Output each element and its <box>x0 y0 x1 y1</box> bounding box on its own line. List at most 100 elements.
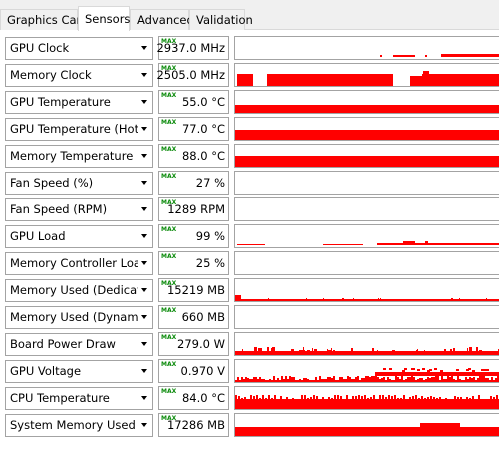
graph-bar <box>391 379 393 382</box>
sensor-select[interactable]: GPU Load <box>5 225 153 249</box>
sensor-value-box[interactable]: MAX 88.0 °C <box>158 143 229 168</box>
graph-bar <box>268 394 270 399</box>
sensor-value-box[interactable]: MAX 17286 MB <box>158 412 229 437</box>
sensor-graph-plot <box>235 295 499 302</box>
sensor-row: GPU Load MAX 99 % <box>0 223 499 249</box>
sensor-select[interactable]: Memory Temperature <box>5 144 153 168</box>
sensor-row: GPU Temperature MAX 55.0 °C <box>0 89 499 115</box>
graph-bar <box>269 378 271 382</box>
graph-bar <box>379 378 381 382</box>
sensor-value-box[interactable]: MAX 279.0 W <box>158 331 229 356</box>
graph-bar <box>394 394 396 399</box>
graph-bar <box>421 395 423 399</box>
sensor-select[interactable]: Memory Used (Dynamic) <box>5 306 153 329</box>
tab-validation[interactable]: Validation <box>189 9 253 30</box>
graph-bar <box>457 375 459 382</box>
sensor-value: 77.0 °C <box>181 121 225 136</box>
graph-bar <box>383 376 385 382</box>
graph-bar <box>359 379 361 382</box>
sensor-value: 1289 RPM <box>167 202 225 217</box>
graph-bar <box>433 376 435 382</box>
max-tag: MAX <box>161 118 177 126</box>
tab-sensors[interactable]: Sensors <box>78 6 130 31</box>
graph-bar <box>392 349 395 351</box>
sensor-row: GPU Temperature (Hot Spot) MAX 77.0 °C <box>0 116 499 142</box>
sensor-label: Memory Clock <box>10 67 92 82</box>
graph-bar <box>235 295 241 302</box>
graph-bar <box>377 349 378 351</box>
sensor-select[interactable]: System Memory Used <box>5 413 153 437</box>
sensor-value-box[interactable]: MAX 660 MB <box>158 305 229 329</box>
graph-bar <box>435 375 437 382</box>
graph-bar <box>293 376 295 382</box>
sensor-select[interactable]: Memory Controller Load <box>5 252 153 276</box>
graph-bar <box>291 376 293 382</box>
graph-bar <box>306 298 307 300</box>
sensor-value-box[interactable]: MAX 2505.0 MHz <box>156 62 229 87</box>
sensor-value-box[interactable]: MAX 1289 RPM <box>158 197 229 222</box>
chevron-down-icon <box>141 46 147 50</box>
sensor-select[interactable]: GPU Temperature (Hot Spot) <box>5 117 153 141</box>
sensor-value-box[interactable]: MAX 27 % <box>158 170 229 195</box>
graph-bar <box>328 396 330 399</box>
graph-bar <box>379 394 381 399</box>
graph-bar <box>411 367 414 370</box>
graph-bar <box>337 394 339 399</box>
graph-bar <box>389 367 392 370</box>
graph-bar <box>259 347 262 351</box>
graph-bar <box>375 371 499 376</box>
graph-bar <box>454 348 455 351</box>
sensor-value-box[interactable]: MAX 0.970 V <box>158 358 229 383</box>
graph-bar <box>323 378 325 382</box>
sensor-graph-plot <box>235 104 499 113</box>
graph-bar <box>370 396 372 399</box>
sensor-select[interactable]: GPU Voltage <box>5 359 153 383</box>
graph-bar <box>345 378 347 382</box>
sensor-value: 15219 MB <box>166 283 225 298</box>
graph-bar <box>431 376 433 382</box>
graph-bar <box>395 375 397 382</box>
sensor-value-box[interactable]: MAX 15219 MB <box>158 278 229 303</box>
sensor-select[interactable]: GPU Temperature <box>5 90 153 114</box>
max-tag: MAX <box>161 253 177 261</box>
graph-bar <box>410 75 422 86</box>
graph-bar <box>487 377 489 382</box>
graph-bar <box>247 377 249 382</box>
sensor-value-box[interactable]: MAX 2937.0 MHz <box>156 36 229 60</box>
graph-bar <box>265 397 267 399</box>
graph-bar <box>295 379 297 382</box>
graph-bar <box>333 375 335 382</box>
sensor-value-box[interactable]: MAX 99 % <box>158 224 229 249</box>
tab-advanced[interactable]: Advanced <box>130 9 194 30</box>
graph-bar <box>285 375 287 382</box>
max-tag: MAX <box>161 38 177 45</box>
sensor-value-box[interactable]: MAX 55.0 °C <box>158 89 229 114</box>
graph-bar <box>457 396 459 399</box>
graph-bar <box>388 394 390 399</box>
chevron-down-icon <box>141 261 147 266</box>
sensor-select[interactable]: Fan Speed (%) <box>5 171 153 195</box>
sensor-value: 2937.0 MHz <box>156 41 225 55</box>
sensor-select[interactable]: Memory Clock <box>5 63 153 87</box>
graph-bar <box>331 397 333 399</box>
sensor-select[interactable]: Board Power Draw <box>5 332 153 356</box>
sensor-select[interactable]: GPU Clock <box>5 37 153 60</box>
graph-bar <box>417 378 419 382</box>
sensor-select[interactable]: CPU Temperature <box>5 386 153 410</box>
sensor-select[interactable]: Fan Speed (RPM) <box>5 198 153 222</box>
sensor-label: GPU Load <box>10 229 66 244</box>
sensor-value-box[interactable]: MAX 77.0 °C <box>158 116 229 141</box>
graph-bar <box>475 379 477 382</box>
sensor-select[interactable]: Memory Used (Dedicated) <box>5 279 153 303</box>
tab-graphics-card[interactable]: Graphics Card <box>0 9 88 30</box>
sensor-value-box[interactable]: MAX 84.0 °C <box>158 385 229 410</box>
graph-bar <box>459 378 461 382</box>
graph-bar <box>397 397 399 399</box>
sensor-graph <box>234 143 499 168</box>
sensor-label: System Memory Used <box>10 417 136 432</box>
sensor-value-box[interactable]: MAX 25 % <box>158 251 229 276</box>
graph-bar <box>317 379 319 382</box>
sensor-graph-plot <box>235 129 499 140</box>
tab-bar: Graphics Card Sensors Advanced Validatio… <box>0 0 499 31</box>
graph-bar <box>254 346 257 351</box>
